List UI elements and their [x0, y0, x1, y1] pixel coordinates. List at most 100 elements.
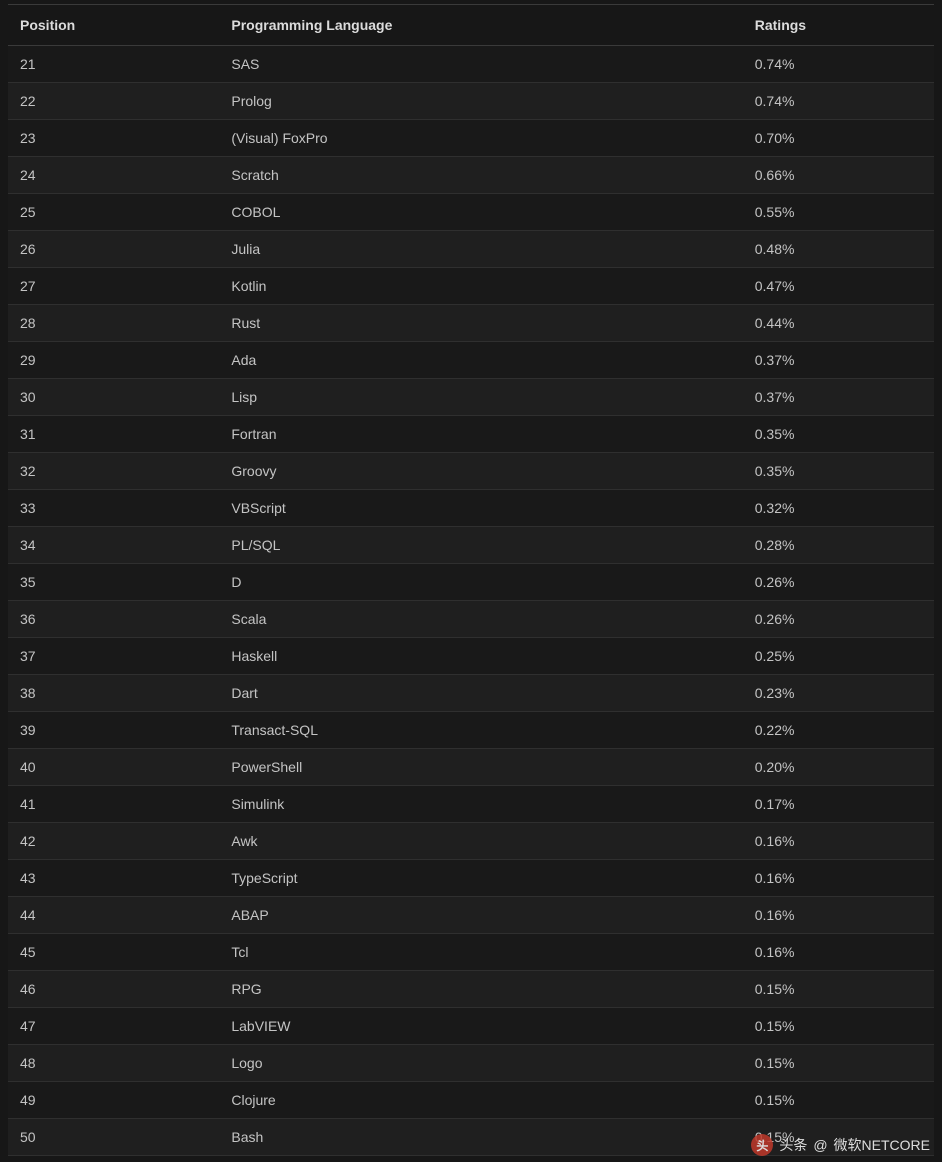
cell-ratings: 0.55%: [743, 194, 934, 231]
watermark-name: 微软NETCORE: [834, 1135, 930, 1155]
cell-language: LabVIEW: [219, 1008, 742, 1045]
cell-language: (Visual) FoxPro: [219, 120, 742, 157]
table-row: 39Transact-SQL0.22%: [8, 712, 934, 749]
cell-ratings: 0.16%: [743, 823, 934, 860]
cell-language: Ada: [219, 342, 742, 379]
cell-ratings: 0.15%: [743, 1045, 934, 1082]
table-row: 42Awk0.16%: [8, 823, 934, 860]
table-row: 31Fortran0.35%: [8, 416, 934, 453]
cell-language: Lisp: [219, 379, 742, 416]
cell-ratings: 0.37%: [743, 379, 934, 416]
cell-language: Rust: [219, 305, 742, 342]
cell-ratings: 0.22%: [743, 712, 934, 749]
cell-language: Tcl: [219, 934, 742, 971]
rankings-table: Position Programming Language Ratings 21…: [8, 4, 934, 1156]
table-row: 44ABAP0.16%: [8, 897, 934, 934]
cell-ratings: 0.15%: [743, 1008, 934, 1045]
cell-position: 30: [8, 379, 219, 416]
cell-position: 44: [8, 897, 219, 934]
cell-position: 28: [8, 305, 219, 342]
table-row: 48Logo0.15%: [8, 1045, 934, 1082]
cell-language: RPG: [219, 971, 742, 1008]
cell-position: 49: [8, 1082, 219, 1119]
table-row: 49Clojure0.15%: [8, 1082, 934, 1119]
cell-position: 36: [8, 601, 219, 638]
cell-ratings: 0.16%: [743, 897, 934, 934]
cell-ratings: 0.28%: [743, 527, 934, 564]
cell-language: Groovy: [219, 453, 742, 490]
cell-position: 45: [8, 934, 219, 971]
cell-position: 31: [8, 416, 219, 453]
cell-position: 43: [8, 860, 219, 897]
cell-ratings: 0.16%: [743, 860, 934, 897]
table-row: 23(Visual) FoxPro0.70%: [8, 120, 934, 157]
cell-position: 47: [8, 1008, 219, 1045]
cell-language: Julia: [219, 231, 742, 268]
cell-position: 21: [8, 46, 219, 83]
table-row: 46RPG0.15%: [8, 971, 934, 1008]
table-row: 41Simulink0.17%: [8, 786, 934, 823]
table-header: Position Programming Language Ratings: [8, 5, 934, 46]
cell-position: 50: [8, 1119, 219, 1156]
cell-language: Scala: [219, 601, 742, 638]
watermark-prefix: 头条: [779, 1135, 807, 1155]
cell-position: 48: [8, 1045, 219, 1082]
cell-language: Fortran: [219, 416, 742, 453]
header-language[interactable]: Programming Language: [219, 5, 742, 46]
header-ratings[interactable]: Ratings: [743, 5, 934, 46]
table-row: 30Lisp0.37%: [8, 379, 934, 416]
cell-language: SAS: [219, 46, 742, 83]
cell-language: PL/SQL: [219, 527, 742, 564]
table-row: 32Groovy0.35%: [8, 453, 934, 490]
cell-position: 42: [8, 823, 219, 860]
cell-ratings: 0.70%: [743, 120, 934, 157]
cell-language: Prolog: [219, 83, 742, 120]
header-position[interactable]: Position: [8, 5, 219, 46]
table-row: 34PL/SQL0.28%: [8, 527, 934, 564]
cell-language: Clojure: [219, 1082, 742, 1119]
cell-position: 27: [8, 268, 219, 305]
cell-ratings: 0.35%: [743, 416, 934, 453]
cell-ratings: 0.26%: [743, 601, 934, 638]
cell-ratings: 0.15%: [743, 971, 934, 1008]
cell-position: 23: [8, 120, 219, 157]
table-row: 47LabVIEW0.15%: [8, 1008, 934, 1045]
table-row: 27Kotlin0.47%: [8, 268, 934, 305]
cell-ratings: 0.16%: [743, 934, 934, 971]
cell-ratings: 0.32%: [743, 490, 934, 527]
cell-position: 33: [8, 490, 219, 527]
table-row: 22Prolog0.74%: [8, 83, 934, 120]
cell-ratings: 0.26%: [743, 564, 934, 601]
cell-language: Transact-SQL: [219, 712, 742, 749]
cell-ratings: 0.37%: [743, 342, 934, 379]
cell-position: 29: [8, 342, 219, 379]
cell-ratings: 0.74%: [743, 46, 934, 83]
cell-language: VBScript: [219, 490, 742, 527]
cell-position: 35: [8, 564, 219, 601]
cell-position: 41: [8, 786, 219, 823]
cell-language: Simulink: [219, 786, 742, 823]
table-row: 43TypeScript0.16%: [8, 860, 934, 897]
cell-language: Haskell: [219, 638, 742, 675]
cell-language: Awk: [219, 823, 742, 860]
cell-language: Scratch: [219, 157, 742, 194]
table-row: 26Julia0.48%: [8, 231, 934, 268]
cell-ratings: 0.17%: [743, 786, 934, 823]
watermark: 头 头条 @ 微软NETCORE: [751, 1134, 930, 1156]
table-row: 37Haskell0.25%: [8, 638, 934, 675]
cell-position: 32: [8, 453, 219, 490]
cell-language: TypeScript: [219, 860, 742, 897]
table-row: 35D0.26%: [8, 564, 934, 601]
cell-ratings: 0.48%: [743, 231, 934, 268]
cell-position: 34: [8, 527, 219, 564]
table-row: 33VBScript0.32%: [8, 490, 934, 527]
table-row: 24Scratch0.66%: [8, 157, 934, 194]
cell-language: ABAP: [219, 897, 742, 934]
cell-position: 25: [8, 194, 219, 231]
cell-ratings: 0.66%: [743, 157, 934, 194]
cell-ratings: 0.23%: [743, 675, 934, 712]
cell-ratings: 0.44%: [743, 305, 934, 342]
cell-ratings: 0.74%: [743, 83, 934, 120]
cell-language: Kotlin: [219, 268, 742, 305]
cell-position: 22: [8, 83, 219, 120]
